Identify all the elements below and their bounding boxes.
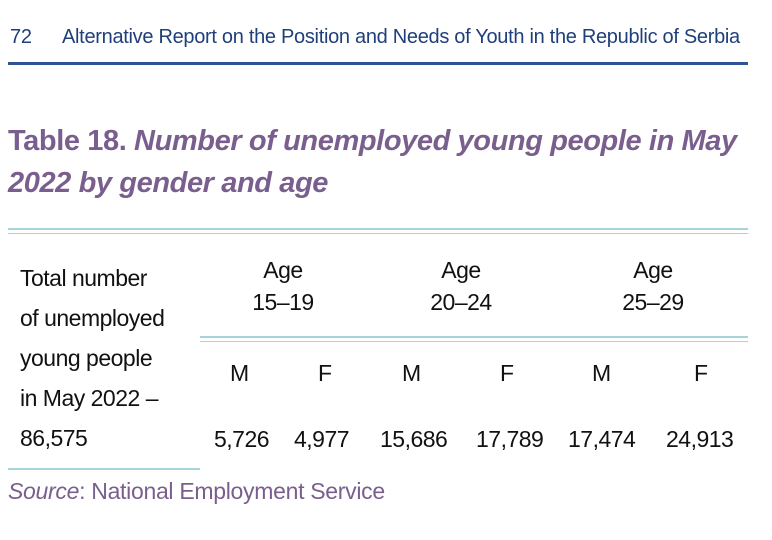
table-caption-text: Number of unemployed young people in May…	[8, 125, 737, 199]
gender-header-m: M	[230, 360, 249, 386]
age-label: Age	[441, 257, 481, 283]
source-note: Source: National Employment Service	[8, 478, 385, 505]
table-bottom-rule	[8, 468, 200, 470]
header-rule	[8, 62, 748, 65]
subheader-rule-inner	[200, 341, 748, 342]
row-header: Total number of unemployed young people …	[20, 258, 200, 458]
age-label: Age	[633, 257, 673, 283]
age-range: 25–29	[622, 289, 684, 315]
age-group-header: Age 20–24	[396, 254, 526, 318]
row-header-line: young people	[20, 345, 153, 371]
unemployment-table: Total number of unemployed young people …	[8, 228, 748, 472]
table-top-rule-inner	[8, 233, 748, 234]
gender-header-m: M	[592, 360, 611, 386]
age-label: Age	[263, 257, 303, 283]
value-cell: 17,789	[476, 426, 544, 452]
gender-header-f: F	[500, 360, 514, 386]
running-header: 72 Alternative Report on the Position an…	[10, 26, 748, 49]
age-range: 15–19	[252, 289, 314, 315]
table-top-rule	[8, 228, 748, 230]
report-title: Alternative Report on the Position and N…	[62, 26, 740, 48]
value-cell: 17,474	[568, 426, 636, 452]
age-range: 20–24	[430, 289, 492, 315]
page-number: 72	[10, 26, 32, 48]
subheader-rule	[200, 336, 748, 338]
row-header-line: of unemployed	[20, 305, 165, 331]
source-label: Source	[8, 478, 80, 504]
age-group-header: Age 25–29	[588, 254, 718, 318]
gender-header-f: F	[318, 360, 332, 386]
value-cell: 15,686	[380, 426, 448, 452]
row-header-line: Total number	[20, 265, 147, 291]
value-cell: 4,977	[294, 426, 350, 452]
value-cell: 5,726	[214, 426, 270, 452]
age-group-header: Age 15–19	[218, 254, 348, 318]
table-caption: Table 18. Number of unemployed young peo…	[8, 120, 748, 204]
row-header-line: in May 2022 –	[20, 385, 158, 411]
table-number: Table 18.	[8, 125, 127, 157]
value-cell: 24,913	[666, 426, 734, 452]
source-text: : National Employment Service	[79, 478, 385, 504]
row-header-line: 86,575	[20, 425, 88, 451]
gender-header-m: M	[402, 360, 421, 386]
gender-header-f: F	[694, 360, 708, 386]
